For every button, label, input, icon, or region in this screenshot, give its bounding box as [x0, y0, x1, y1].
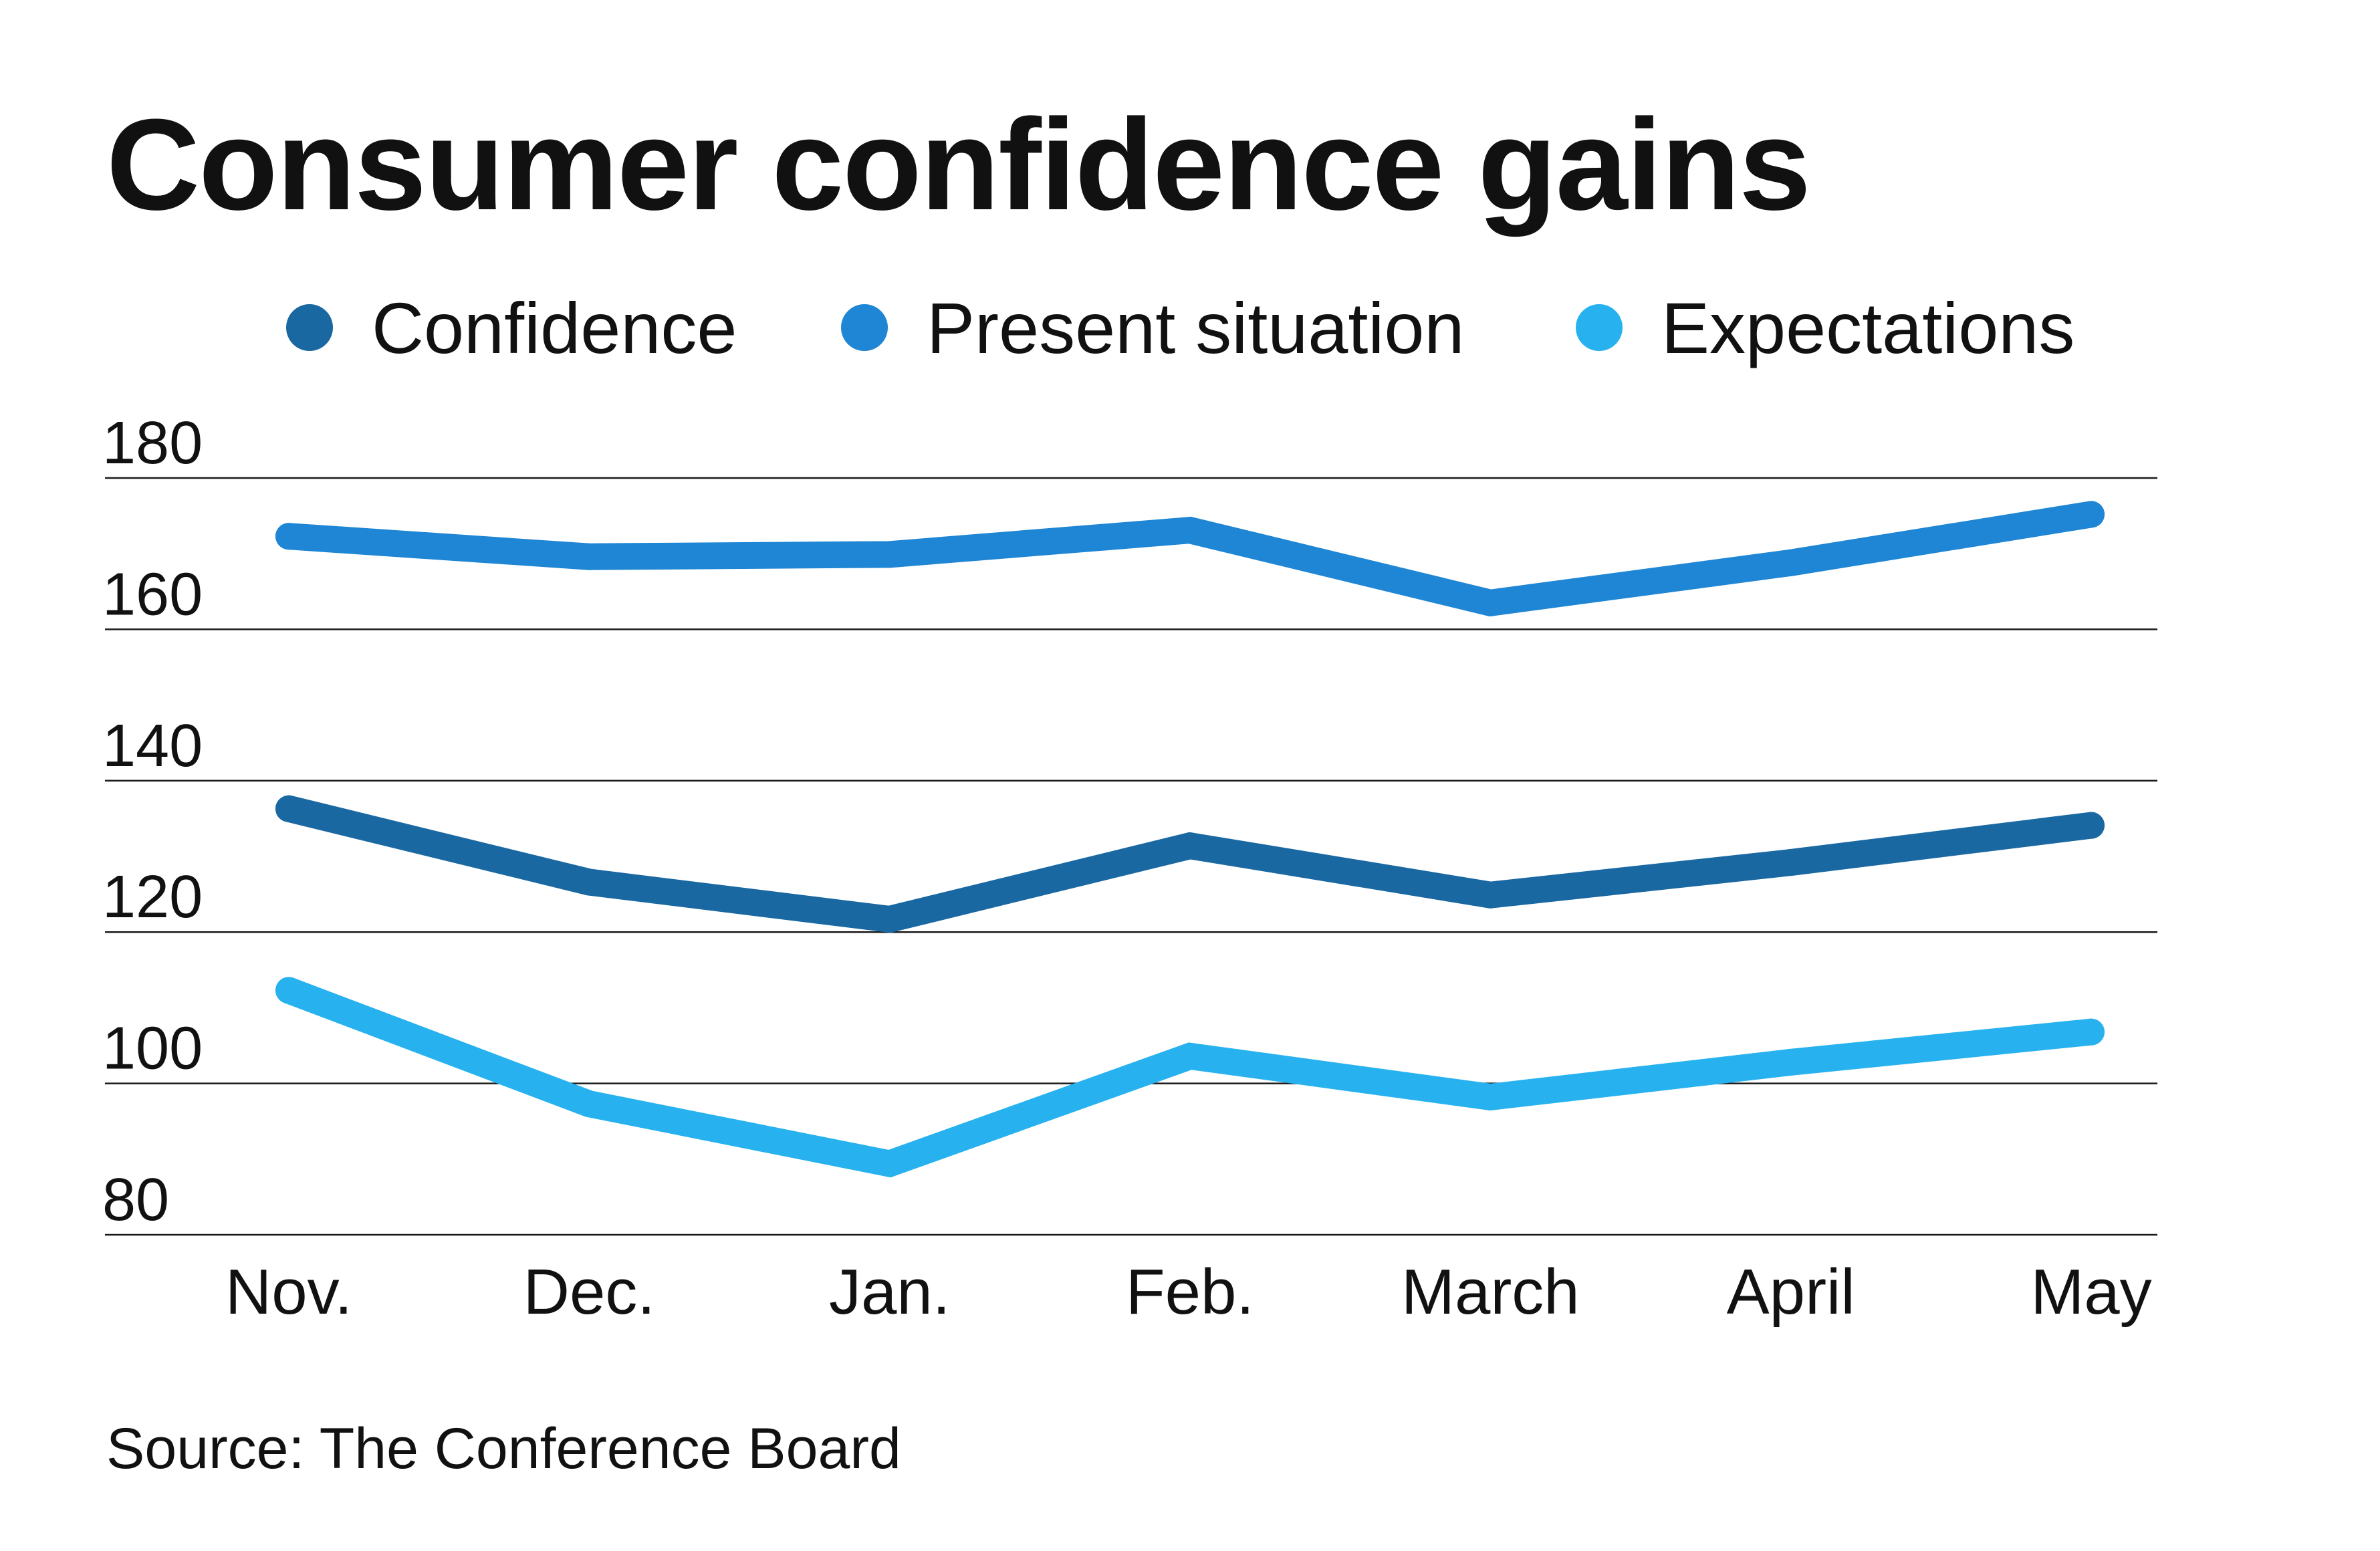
legend-swatch	[1576, 304, 1623, 351]
y-tick-label: 180	[102, 410, 203, 477]
data-point	[275, 977, 302, 1004]
x-tick-label: Dec.	[523, 1256, 655, 1328]
legend-item-present-situation: Present situation	[841, 284, 1464, 371]
data-point	[275, 523, 302, 550]
data-point	[876, 1150, 903, 1177]
series-line-confidence	[275, 795, 2105, 933]
legend-swatch	[286, 304, 333, 351]
y-tick-label: 100	[102, 1016, 203, 1082]
data-point	[1477, 881, 1504, 909]
x-tick-label: March	[1401, 1256, 1580, 1328]
data-point	[576, 543, 603, 570]
data-point	[1777, 1048, 1804, 1076]
x-tick-label: April	[1727, 1256, 1855, 1328]
legend-item-confidence: Confidence	[286, 284, 737, 371]
data-point	[1177, 517, 1203, 544]
x-tick-label: Jan.	[829, 1256, 950, 1328]
x-tick-label: Feb.	[1126, 1256, 1254, 1328]
legend-label: Present situation	[927, 287, 1465, 368]
x-tick-label: May	[2030, 1256, 2151, 1328]
data-point	[1477, 1083, 1504, 1110]
y-tick-label: 160	[102, 561, 203, 628]
data-point	[1777, 849, 1804, 876]
y-tick-label: 140	[102, 713, 203, 780]
data-point	[876, 905, 903, 933]
legend-swatch	[841, 304, 888, 351]
data-point	[1777, 549, 1804, 576]
chart-title: Consumer confidence gains	[106, 92, 1811, 237]
source-note: Source: The Conference Board	[106, 1417, 901, 1481]
legend-label: Expectations	[1661, 287, 2075, 368]
x-tick-label: Nov.	[225, 1256, 352, 1328]
data-point	[1177, 832, 1203, 860]
data-point	[876, 541, 903, 568]
legend-label: Confidence	[372, 287, 737, 368]
data-point	[2078, 812, 2105, 839]
data-point	[1177, 1042, 1203, 1070]
legend: Confidence Present situation Expectation…	[0, 284, 2380, 371]
data-point	[275, 795, 302, 822]
y-tick-label: 80	[102, 1167, 169, 1233]
data-point	[2078, 501, 2105, 528]
legend-item-expectations: Expectations	[1576, 284, 2074, 371]
data-point	[2078, 1018, 2105, 1046]
data-point	[1477, 589, 1504, 616]
y-tick-label: 120	[102, 864, 203, 931]
data-point	[576, 1090, 603, 1118]
series-line-expectations	[275, 977, 2105, 1178]
data-point	[576, 868, 603, 896]
